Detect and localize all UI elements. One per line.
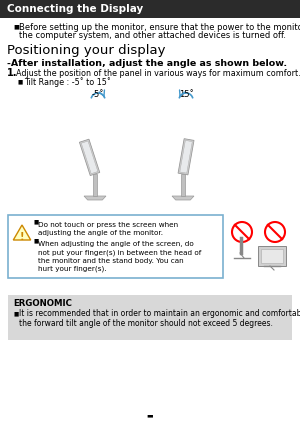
Text: the computer system, and other attached devices is turned off.: the computer system, and other attached … [19, 31, 286, 40]
Text: ■: ■ [33, 219, 38, 224]
Text: -5˚: -5˚ [92, 90, 104, 99]
Text: Positioning your display: Positioning your display [7, 43, 166, 57]
Bar [0, 0, 300, 18]
Text: ■: ■ [18, 79, 23, 85]
Polygon shape [172, 196, 194, 200]
Bar [261, 249, 283, 263]
Text: !: ! [20, 232, 24, 242]
Polygon shape [181, 174, 185, 196]
Text: ■: ■ [13, 312, 18, 317]
Polygon shape [80, 139, 100, 176]
Bar [8, 215, 223, 278]
Text: When adjusting the angle of the screen, do
not put your finger(s) in between the: When adjusting the angle of the screen, … [38, 241, 201, 272]
Polygon shape [93, 174, 97, 196]
Polygon shape [13, 225, 31, 240]
Text: ■: ■ [33, 238, 38, 244]
Text: It is recommended that in order to maintain an ergonomic and comfortable viewing: It is recommended that in order to maint… [19, 309, 300, 318]
Text: 1.: 1. [7, 68, 17, 78]
Text: the forward tilt angle of the monitor should not exceed 5 degrees.: the forward tilt angle of the monitor sh… [19, 320, 273, 329]
Polygon shape [84, 196, 106, 200]
Text: Adjust the position of the panel in various ways for maximum comfort.: Adjust the position of the panel in vari… [16, 68, 300, 77]
Bar [258, 246, 286, 266]
Text: Connecting the Display: Connecting the Display [7, 4, 143, 14]
Text: ▬: ▬ [147, 412, 153, 418]
Text: Before setting up the monitor, ensure that the power to the monitor,: Before setting up the monitor, ensure th… [19, 23, 300, 31]
Polygon shape [180, 140, 192, 173]
Polygon shape [81, 141, 98, 174]
Bar [8, 295, 292, 340]
Text: Do not touch or press the screen when
adjusting the angle of the monitor.: Do not touch or press the screen when ad… [38, 222, 178, 236]
Text: ERGONOMIC: ERGONOMIC [13, 300, 72, 309]
Text: ■: ■ [13, 25, 19, 29]
Text: Tilt Range : -5˚ to 15˚: Tilt Range : -5˚ to 15˚ [24, 77, 111, 87]
Text: 15˚: 15˚ [178, 90, 194, 99]
Polygon shape [178, 139, 194, 175]
Text: -After installation, adjust the angle as shown below.: -After installation, adjust the angle as… [7, 59, 287, 68]
